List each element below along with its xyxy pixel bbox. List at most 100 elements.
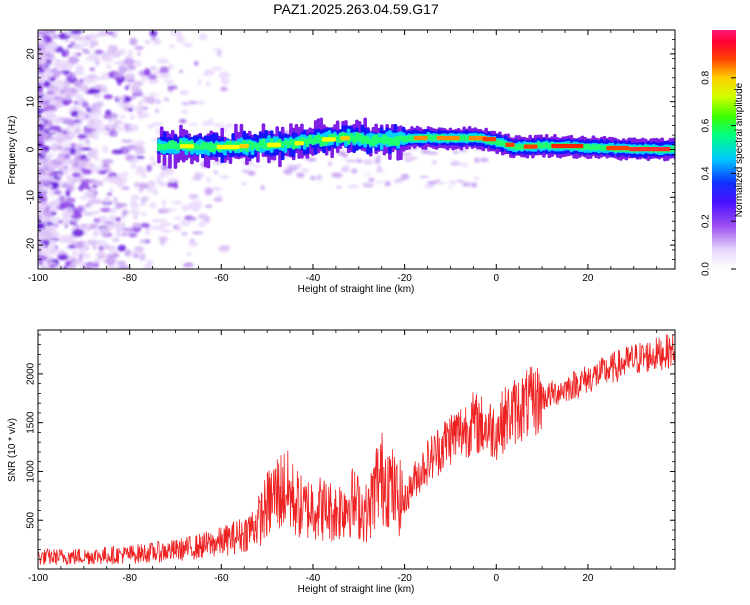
spectrogram-ridge-cell [404,136,409,143]
spectrogram-ridge-cell [520,144,524,151]
spectrogram-noise-blob [113,30,118,36]
spectrogram-noise-blob [129,199,138,207]
spectrogram-ridge-cell [401,135,406,143]
spectrogram-noise-blob [69,208,74,216]
spectrogram-noise-blob [38,68,45,73]
spectrogram-noise-blob [158,72,171,79]
snr-xlabel: Height of straight line (km) [298,584,415,595]
spectrogram-noise-blob [136,51,142,57]
spectrogram-noise-blob [118,65,128,74]
spectrogram-noise-blob [94,49,105,55]
spectrogram-noise-blob [363,173,372,176]
spectrogram-noise-blob [121,139,133,143]
spectrogram-ridge-cell [201,141,205,150]
spectrogram-noise-blob [55,131,65,139]
spectrogram-noise-blob [133,140,146,147]
spectrogram-noise-blob [46,42,59,48]
spectrogram-noise-blob [128,49,133,55]
snr-y-ticks: 500 1000 1500 2000 [26,334,675,570]
spectrogram-noise-blob [89,67,96,72]
spectrogram-noise-blob [124,227,135,233]
spectrogram-ridge-cell [250,141,255,151]
spectrogram-ridge-peak [340,136,350,141]
spectrogram-noise-blob [188,100,197,105]
spectrogram-noise-blob [93,118,104,127]
spectrogram-noise-blob [166,182,177,188]
spectrogram-noise-blob [123,171,129,176]
spectrogram-noise-blob [111,237,120,242]
spectrogram-noise-blob [218,71,231,80]
spectrogram-noise-blob [84,223,91,228]
spectrogram-noise-blob [149,266,155,269]
spectrogram-ridge-cell [399,135,403,141]
spectrogram-noise-blob [57,254,69,261]
spectrogram-noise-blob [198,221,207,228]
spectrogram-ridge-cell [379,137,384,144]
spectrogram-noise-blob [194,61,199,66]
spectrogram-noise-blob [191,231,204,235]
spectrogram-noise-blob [191,216,197,222]
spectrogram-noise-blob [66,186,74,192]
spectrogram-noise-blob [148,78,159,85]
spectrogram-ridge-peak [239,144,249,149]
spectrogram-noise-blob [296,172,305,178]
snr-y-tick-label: 500 [26,511,37,528]
spectrogram-noise-blob [186,251,192,257]
spectrogram-noise-blob [141,94,146,99]
spectrogram-ridge-cell [264,142,268,150]
spectrogram-ridge-cell [305,138,310,147]
spectrogram-noise-blob [82,41,90,46]
spectrogram-noise-blob [38,154,46,159]
spectrogram-noise-blob [43,80,51,88]
spectrogram-noise-blob [132,80,144,87]
spectrogram-noise-blob [114,231,123,238]
spectrogram-noise-blob [112,252,120,259]
spectrogram-noise-blob [38,223,45,228]
snr-series-line [38,334,675,566]
spectrogram-noise-blob [74,127,82,135]
spectrogram-noise-blob [93,209,100,215]
spectrogram-noise-blob [188,122,199,127]
spectrogram-noise-blob [51,227,57,235]
spectrogram-noise-blob [175,36,186,43]
snr-y-tick-label: 1500 [26,411,37,434]
spectrogram-noise-blob [141,76,148,82]
spectrogram-noise-blob [452,150,459,154]
spectrogram-noise-blob [306,157,317,162]
spectrogram-noise-blob [148,92,160,97]
spectrogram-noise-blob [173,216,182,220]
spectrogram-noise-blob [250,164,262,168]
spectrogram-noise-blob [179,118,187,124]
spectrogram-noise-blob [241,169,250,174]
spectrogram-ridge-cell [599,144,604,152]
spectrogram-noise-blob [437,181,446,185]
spectrogram-noise-blob [106,63,112,70]
spectrogram-noise-blob [78,248,87,254]
spectrogram-ridge-cell [465,135,469,142]
spectrogram-noise-blob [72,51,78,57]
spectrogram-ridge-cell [173,141,178,150]
spectrogram-noise-blob [132,86,141,92]
spectrogram-noise-blob [89,223,98,230]
spectrogram-ridge-cell [671,145,675,153]
spectrogram-noise-blob [117,244,127,252]
spectrogram-noise-blob [93,218,101,223]
spectrogram-noise-blob [38,72,43,81]
spectrogram-noise-blob [83,190,95,199]
spectrogram-noise-blob [72,122,83,127]
spectrogram-noise-blob [61,211,72,217]
spectrogram-ridge-cell [407,135,411,142]
spectrogram-noise-blob [41,200,49,205]
spectrogram-noise-blob [317,174,322,180]
spectrogram-noise-blob [95,125,107,133]
spectrogram-noise-blob [145,181,157,186]
spectrogram-ridge-cell [377,136,381,143]
spectrogram-ridge-cell [261,138,266,149]
spectrogram-x-tick-label: -100 [28,273,48,284]
spectrogram-noise-blob [449,160,461,167]
spectrogram-noise-blob [89,105,102,113]
spectrogram-noise-blob [102,145,109,154]
spectrogram-noise-blob [167,85,178,90]
spectrogram-noise-blob [147,73,158,80]
spectrogram-noise-blob [158,182,167,187]
